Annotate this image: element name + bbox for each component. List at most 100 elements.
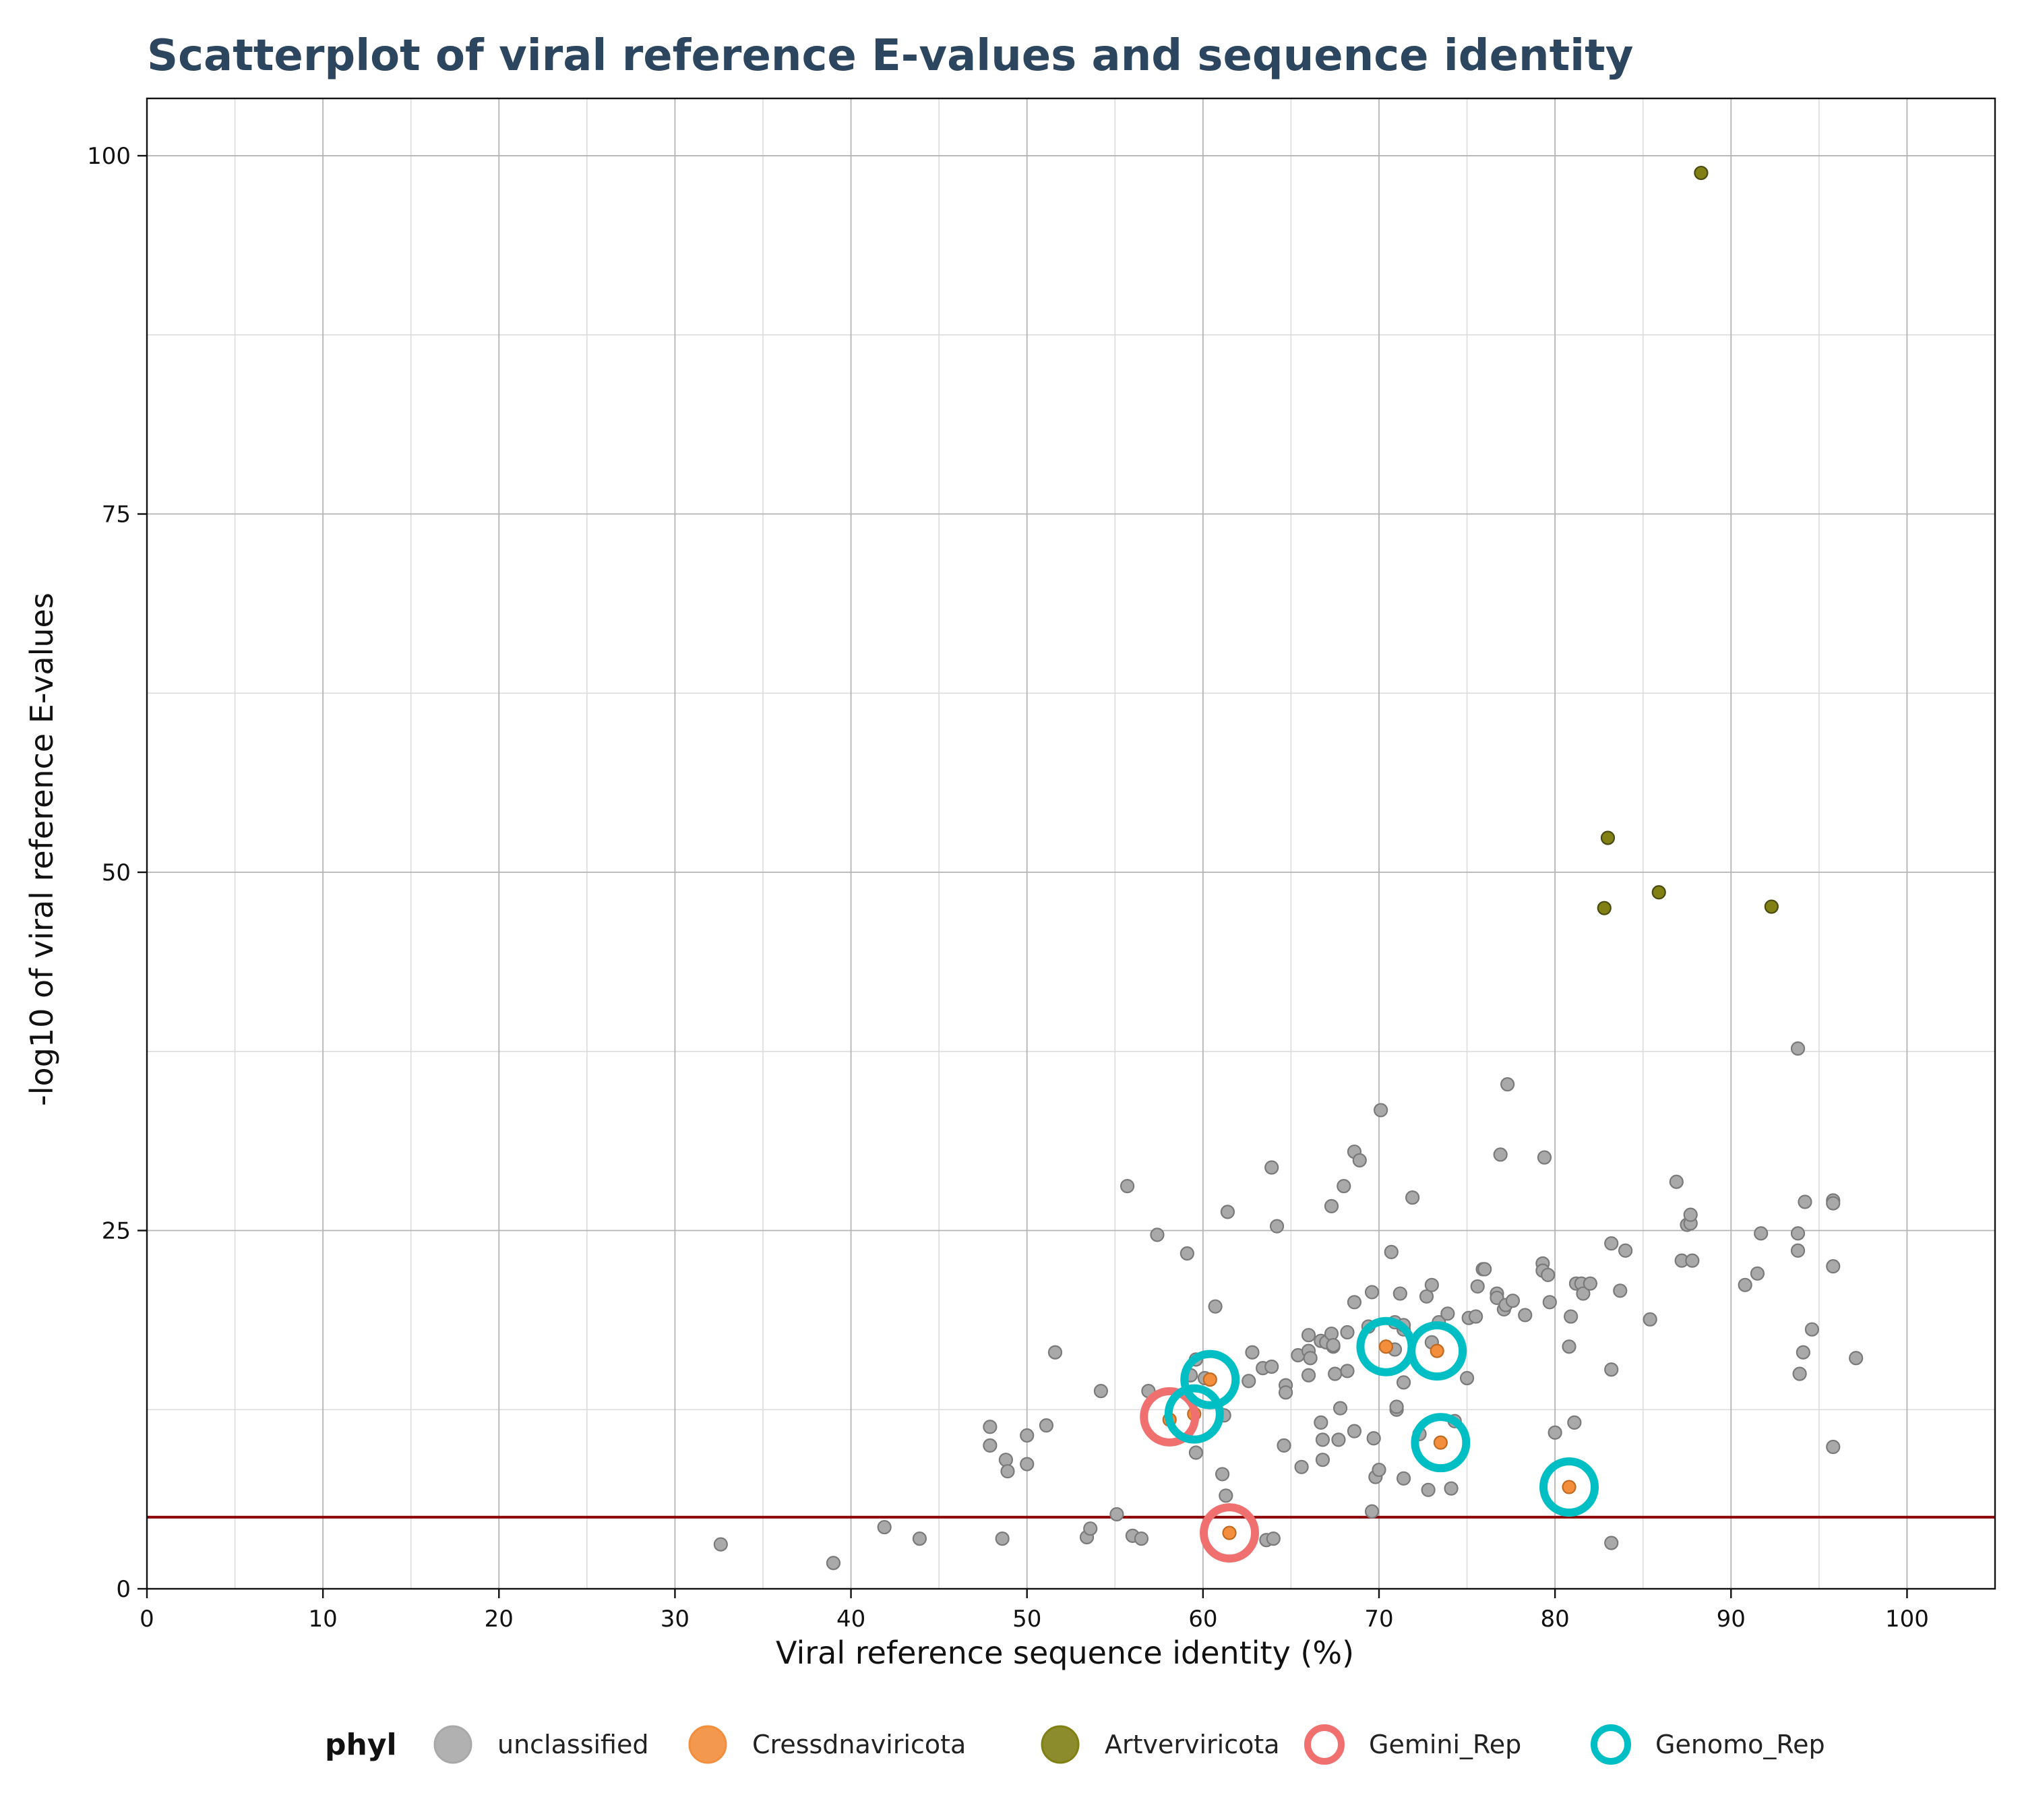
data-point [1364, 1504, 1380, 1519]
data-point [1826, 1439, 1841, 1455]
ring-point [1411, 1413, 1471, 1473]
y-tick-label: 75 [102, 502, 131, 528]
x-tick-label: 50 [1012, 1606, 1041, 1633]
data-point [1314, 1415, 1328, 1430]
data-point [1219, 1488, 1233, 1503]
data-point [1477, 1262, 1492, 1277]
ring-point [1180, 1349, 1240, 1409]
legend-title: phyl [325, 1728, 397, 1762]
y-tick-label: 50 [102, 859, 131, 886]
data-point [1618, 1243, 1633, 1258]
chart-title: Scatterplot of viral reference E-values … [147, 31, 1633, 81]
data-point [1796, 1345, 1810, 1360]
legend-item-artverviricota: Artverviricota [1041, 1725, 1280, 1764]
data-point [1328, 1366, 1343, 1381]
legend: phyl unclassified Cressdnaviricota Artvervi… [325, 1724, 1825, 1765]
data-point [1020, 1428, 1035, 1443]
data-point [1180, 1246, 1194, 1261]
data-point [1542, 1295, 1557, 1310]
ring-point [1164, 1384, 1224, 1444]
legend-label: unclassified [497, 1730, 649, 1759]
data-points [713, 165, 1864, 1571]
y-tick-label: 25 [102, 1218, 131, 1245]
data-point [1562, 1339, 1576, 1354]
x-tick-label: 0 [140, 1606, 154, 1633]
data-point [1433, 1435, 1448, 1450]
data-point [1597, 901, 1612, 915]
data-point [1419, 1289, 1434, 1304]
data-point [1389, 1399, 1404, 1414]
data-point [1366, 1431, 1381, 1446]
x-tick-label: 100 [1885, 1606, 1929, 1633]
data-point [1537, 1150, 1552, 1165]
axes: 0 10 20 30 40 50 60 70 80 90 100 0 25 50 75 100 [87, 97, 1996, 1633]
data-point [1604, 1236, 1619, 1251]
data-point [1600, 830, 1616, 845]
x-tick-label: 70 [1364, 1606, 1393, 1633]
data-point [1651, 885, 1666, 900]
data-point [1208, 1299, 1223, 1314]
data-point [1613, 1283, 1628, 1298]
data-point [1790, 1041, 1806, 1056]
legend-item-genomo-rep: Genomo_Rep [1591, 1724, 1825, 1765]
data-point [1315, 1432, 1330, 1447]
data-point [1039, 1418, 1054, 1433]
data-point [1364, 1285, 1380, 1300]
y-tick-label: 100 [87, 143, 131, 170]
data-point [1340, 1325, 1355, 1340]
data-point [983, 1420, 998, 1434]
grid [146, 98, 1995, 1589]
data-point [995, 1531, 1010, 1546]
data-point [1459, 1370, 1475, 1386]
data-point [1469, 1309, 1483, 1324]
data-point [1440, 1306, 1455, 1321]
ring-point [1140, 1387, 1200, 1447]
data-point [1303, 1351, 1318, 1366]
data-point [1505, 1294, 1521, 1308]
data-point [1798, 1194, 1812, 1209]
data-point [1392, 1286, 1407, 1301]
data-point [1315, 1453, 1330, 1467]
data-point [1202, 1372, 1217, 1387]
data-point [1220, 1205, 1235, 1219]
data-point [1347, 1295, 1362, 1310]
data-point [1764, 899, 1779, 914]
data-point [1294, 1459, 1309, 1474]
data-point [998, 1453, 1013, 1467]
data-point [1493, 1147, 1508, 1162]
data-point [1826, 1259, 1841, 1274]
data-point [1242, 1374, 1256, 1389]
x-tick-label: 30 [661, 1606, 690, 1633]
data-point [1643, 1312, 1657, 1327]
data-point [1264, 1160, 1279, 1175]
data-point [1792, 1366, 1807, 1381]
legend-item-cressdnaviricota: Cressdnaviricota [688, 1725, 966, 1764]
data-point [1576, 1286, 1591, 1301]
data-point [1222, 1525, 1237, 1540]
data-point [1694, 165, 1709, 181]
data-point [1134, 1531, 1149, 1546]
data-point [1567, 1415, 1582, 1430]
legend-label: Genomo_Rep [1655, 1730, 1825, 1759]
legend-item-unclassified: unclassified [433, 1725, 649, 1764]
data-point [1421, 1482, 1436, 1497]
data-point [1804, 1322, 1820, 1337]
legend-label: Gemini_Rep [1369, 1730, 1521, 1759]
data-point [1604, 1536, 1619, 1550]
data-point [1347, 1424, 1362, 1438]
data-point [1424, 1277, 1439, 1292]
x-tick-label: 40 [836, 1606, 865, 1633]
data-point [1352, 1153, 1367, 1167]
ring-point [1407, 1321, 1467, 1381]
data-point [1405, 1190, 1420, 1205]
data-point [1372, 1462, 1386, 1478]
x-tick-label: 60 [1188, 1606, 1217, 1633]
data-point [1430, 1343, 1444, 1358]
series-unclassified [713, 1041, 1864, 1571]
data-point [1150, 1227, 1165, 1242]
series-gemini-rep [1140, 1387, 1260, 1563]
data-point [1444, 1481, 1459, 1496]
data-point [1374, 1103, 1388, 1118]
